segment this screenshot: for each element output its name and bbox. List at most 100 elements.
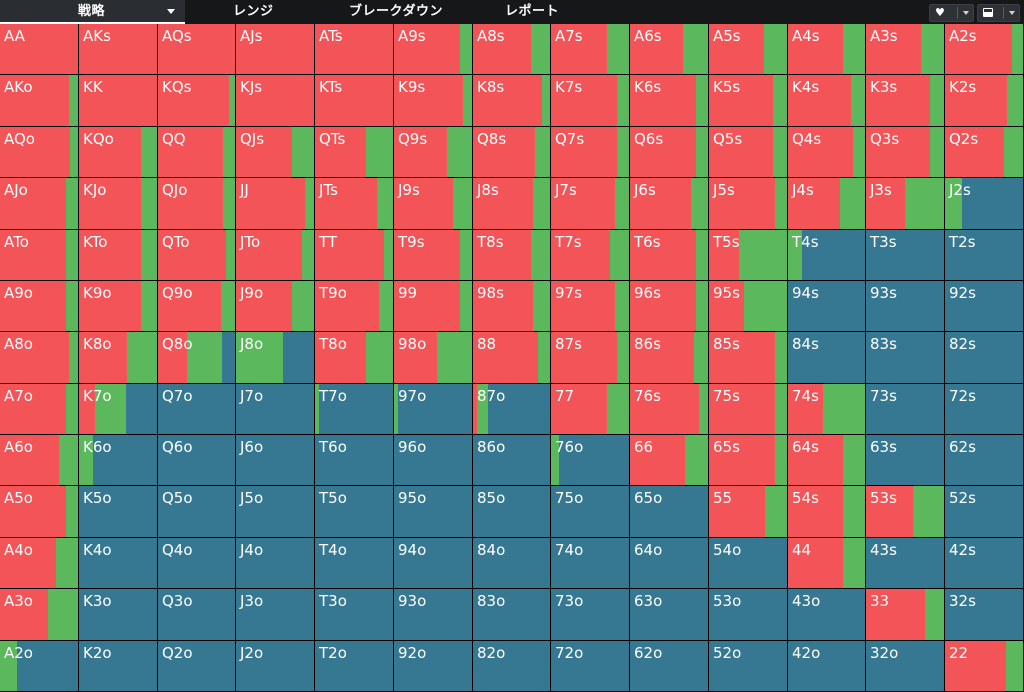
hand-cell[interactable]: Q9s: [394, 127, 472, 177]
hand-cell[interactable]: Q3s: [866, 127, 944, 177]
hand-cell[interactable]: 95o: [394, 486, 472, 537]
hand-cell[interactable]: T8o: [315, 332, 393, 383]
hand-cell[interactable]: K8s: [473, 75, 550, 126]
hand-cell[interactable]: K8o: [79, 332, 157, 383]
hand-cell[interactable]: KTs: [315, 75, 393, 126]
hand-cell[interactable]: 74s: [788, 384, 865, 434]
hand-cell[interactable]: A3s: [866, 24, 944, 74]
hand-cell[interactable]: Q4o: [158, 538, 235, 588]
hand-cell[interactable]: J5s: [709, 178, 787, 229]
hand-cell[interactable]: A9s: [394, 24, 472, 74]
hand-cell[interactable]: K9s: [394, 75, 472, 126]
hand-cell[interactable]: J5o: [236, 486, 314, 537]
hand-cell[interactable]: K5s: [709, 75, 787, 126]
hand-cell[interactable]: 82o: [473, 641, 550, 691]
hand-cell[interactable]: T8s: [473, 230, 550, 280]
hand-cell[interactable]: K6s: [630, 75, 708, 126]
hand-cell[interactable]: Q6o: [158, 435, 235, 485]
hand-cell[interactable]: 92s: [945, 281, 1023, 331]
hand-cell[interactable]: AJs: [236, 24, 314, 74]
hand-cell[interactable]: 87s: [551, 332, 629, 383]
hand-cell[interactable]: 75o: [551, 486, 629, 537]
hand-cell[interactable]: 64s: [788, 435, 865, 485]
hand-cell[interactable]: KTo: [79, 230, 157, 280]
hand-cell[interactable]: 54s: [788, 486, 865, 537]
hand-cell[interactable]: 52s: [945, 486, 1023, 537]
hand-cell[interactable]: T7o: [315, 384, 393, 434]
tab-breakdown[interactable]: ブレークダウン: [349, 0, 459, 24]
hand-cell[interactable]: 97o: [394, 384, 472, 434]
hand-cell[interactable]: AKo: [0, 75, 78, 126]
hand-cell[interactable]: A9o: [0, 281, 78, 331]
hand-cell[interactable]: Q8s: [473, 127, 550, 177]
hand-cell[interactable]: J8s: [473, 178, 550, 229]
hand-cell[interactable]: T5s: [709, 230, 787, 280]
hand-cell[interactable]: A2o: [0, 641, 78, 691]
hand-cell[interactable]: Q2s: [945, 127, 1023, 177]
hand-cell[interactable]: 43o: [788, 589, 865, 640]
hand-cell[interactable]: QTo: [158, 230, 235, 280]
hand-cell[interactable]: 54o: [709, 538, 787, 588]
hand-cell[interactable]: 93o: [394, 589, 472, 640]
hand-cell[interactable]: Q7s: [551, 127, 629, 177]
hand-cell[interactable]: 84s: [788, 332, 865, 383]
hand-cell[interactable]: ATo: [0, 230, 78, 280]
hand-cell[interactable]: T4s: [788, 230, 865, 280]
hand-cell[interactable]: K7o: [79, 384, 157, 434]
hand-cell[interactable]: KK: [79, 75, 157, 126]
layout-menu-button[interactable]: [977, 4, 1020, 22]
hand-cell[interactable]: A6s: [630, 24, 708, 74]
hand-cell[interactable]: 86o: [473, 435, 550, 485]
hand-cell[interactable]: J8o: [236, 332, 314, 383]
hand-cell[interactable]: TT: [315, 230, 393, 280]
chevron-down-icon[interactable]: [167, 9, 175, 14]
hand-cell[interactable]: 77: [551, 384, 629, 434]
hand-cell[interactable]: A7s: [551, 24, 629, 74]
hand-cell[interactable]: 42s: [945, 538, 1023, 588]
hand-cell[interactable]: 84o: [473, 538, 550, 588]
hand-cell[interactable]: 64o: [630, 538, 708, 588]
hand-cell[interactable]: KQo: [79, 127, 157, 177]
hand-cell[interactable]: 94o: [394, 538, 472, 588]
hand-cell[interactable]: 98s: [473, 281, 550, 331]
hand-cell[interactable]: 88: [473, 332, 550, 383]
hand-cell[interactable]: J4o: [236, 538, 314, 588]
hand-cell[interactable]: JTs: [315, 178, 393, 229]
hand-cell[interactable]: AA: [0, 24, 78, 74]
hand-cell[interactable]: K2s: [945, 75, 1023, 126]
hand-cell[interactable]: 32s: [945, 589, 1023, 640]
hand-cell[interactable]: 96o: [394, 435, 472, 485]
hand-cell[interactable]: A7o: [0, 384, 78, 434]
hand-cell[interactable]: A3o: [0, 589, 78, 640]
hand-cell[interactable]: 75s: [709, 384, 787, 434]
hand-cell[interactable]: 66: [630, 435, 708, 485]
hand-cell[interactable]: 96s: [630, 281, 708, 331]
hand-cell[interactable]: A5o: [0, 486, 78, 537]
hand-cell[interactable]: 72s: [945, 384, 1023, 434]
hand-cell[interactable]: 52o: [709, 641, 787, 691]
hand-cell[interactable]: T2o: [315, 641, 393, 691]
hand-cell[interactable]: K6o: [79, 435, 157, 485]
hand-cell[interactable]: 32o: [866, 641, 944, 691]
hand-cell[interactable]: A4s: [788, 24, 865, 74]
hand-cell[interactable]: T4o: [315, 538, 393, 588]
hand-cell[interactable]: 53o: [709, 589, 787, 640]
hand-cell[interactable]: T2s: [945, 230, 1023, 280]
hand-cell[interactable]: A8o: [0, 332, 78, 383]
hand-cell[interactable]: Q8o: [158, 332, 235, 383]
hand-cell[interactable]: 55: [709, 486, 787, 537]
hand-cell[interactable]: 85s: [709, 332, 787, 383]
hand-cell[interactable]: J9s: [394, 178, 472, 229]
hand-cell[interactable]: Q3o: [158, 589, 235, 640]
hand-cell[interactable]: A8s: [473, 24, 550, 74]
hand-cell[interactable]: Q5s: [709, 127, 787, 177]
hand-cell[interactable]: J3o: [236, 589, 314, 640]
hand-cell[interactable]: AQo: [0, 127, 78, 177]
hand-cell[interactable]: 98o: [394, 332, 472, 383]
hand-cell[interactable]: K2o: [79, 641, 157, 691]
tab-range[interactable]: レンジ: [233, 0, 293, 24]
hand-cell[interactable]: A2s: [945, 24, 1023, 74]
hand-cell[interactable]: Q7o: [158, 384, 235, 434]
hand-cell[interactable]: J3s: [866, 178, 944, 229]
hand-cell[interactable]: Q5o: [158, 486, 235, 537]
